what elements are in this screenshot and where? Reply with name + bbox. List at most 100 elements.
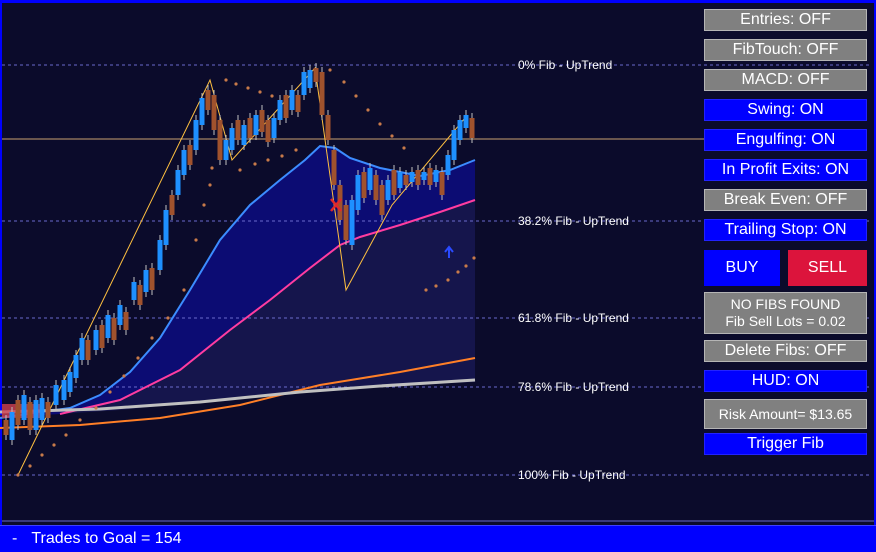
candle-body <box>199 98 205 125</box>
psar-dot <box>122 374 126 378</box>
candle-body <box>283 95 289 118</box>
candle-body <box>271 118 277 138</box>
candle-body <box>403 175 409 185</box>
psar-dot <box>280 154 284 158</box>
break-even-toggle-button[interactable]: Break Even: OFF <box>704 189 867 211</box>
candle-body <box>187 145 193 165</box>
candle-body <box>361 172 367 198</box>
hud-toggle-button[interactable]: HUD: ON <box>704 370 867 392</box>
psar-dot <box>366 108 370 112</box>
candle-body <box>301 72 307 95</box>
candle-body <box>3 420 9 435</box>
candle-body <box>149 268 155 290</box>
candle-body <box>397 172 403 188</box>
candle-body <box>217 120 223 160</box>
candle-body <box>367 168 373 190</box>
candle-body <box>373 175 379 200</box>
psar-dot <box>402 146 406 150</box>
trigger-fib-button[interactable]: Trigger Fib <box>704 433 867 455</box>
delete-fibs-toggle-button[interactable]: Delete Fibs: OFF <box>704 340 867 362</box>
fib-status-text: NO FIBS FOUND <box>730 296 841 312</box>
fib-label-0: 0% Fib - UpTrend <box>518 58 613 72</box>
swing-toggle-button[interactable]: Swing: ON <box>704 99 867 121</box>
candle-body <box>131 282 137 300</box>
psar-dot <box>234 82 238 86</box>
candle-body <box>349 200 355 245</box>
candle-body <box>313 68 319 82</box>
sell-signal-x-icon <box>330 198 342 212</box>
psar-dot <box>258 90 262 94</box>
sell-button[interactable]: SELL <box>788 250 867 286</box>
candle-body <box>15 400 21 425</box>
psar-dot <box>246 86 250 90</box>
candle-body <box>421 172 427 180</box>
candle-body <box>253 115 259 135</box>
psar-dot <box>108 390 112 394</box>
psar-dot <box>378 122 382 126</box>
candle-body <box>445 155 451 175</box>
long-ma-line <box>0 378 476 414</box>
psar-dot <box>136 356 140 360</box>
buy-button[interactable]: BUY <box>704 250 780 286</box>
trailing-stop-toggle-button[interactable]: Trailing Stop: ON <box>704 219 867 241</box>
candle-body <box>265 120 271 142</box>
candle-body <box>169 195 175 215</box>
psar-dot <box>472 256 476 260</box>
candle-body <box>73 355 79 378</box>
fib-label-78-6: 78.6% Fib - UpTrend <box>518 380 629 394</box>
candle-body <box>331 150 337 185</box>
candle-body <box>391 170 397 195</box>
engulfing-toggle-button[interactable]: Engulfing: ON <box>704 129 867 151</box>
candle-body <box>105 315 111 338</box>
candle-body <box>469 118 475 138</box>
candle-body <box>111 318 117 340</box>
window-right-border <box>874 0 876 552</box>
candle-body <box>337 185 343 220</box>
psar-dot <box>456 270 460 274</box>
psar-dot <box>270 94 274 98</box>
candle-body <box>143 270 149 292</box>
psar-dot <box>224 78 228 82</box>
psar-dot <box>16 473 20 477</box>
candle-body <box>385 180 391 200</box>
fast-ma-line <box>0 144 476 419</box>
psar-dot <box>28 464 32 468</box>
candle-body <box>457 120 463 140</box>
psar-dot <box>434 284 438 288</box>
psar-dot <box>210 166 214 170</box>
candle-body <box>61 380 67 400</box>
risk-amount-display: Risk Amount= $13.65 <box>704 399 867 429</box>
candle-body <box>427 168 433 185</box>
candle-body <box>53 385 59 405</box>
in-profit-exits-toggle-button[interactable]: In Profit Exits: ON <box>704 159 867 181</box>
candle-body <box>325 115 331 140</box>
candle-body <box>79 338 85 360</box>
candle-body <box>463 115 469 128</box>
slow-ma-line <box>0 357 476 429</box>
candle-body <box>241 125 247 145</box>
psar-dot <box>166 316 170 320</box>
candle-body <box>295 95 301 112</box>
candle-body <box>235 120 241 140</box>
candle-body <box>45 402 51 418</box>
fib-label-100: 100% Fib - UpTrend <box>518 468 626 482</box>
candle-body <box>67 372 73 392</box>
psar-dot <box>464 264 468 268</box>
fibtouch-toggle-button[interactable]: FibTouch: OFF <box>704 39 867 61</box>
candle-body <box>211 95 217 130</box>
candle-body <box>39 398 45 420</box>
psar-dot <box>194 238 198 242</box>
window-top-border <box>0 0 876 3</box>
candle-body <box>409 172 415 182</box>
entries-toggle-button[interactable]: Entries: OFF <box>704 9 867 31</box>
psar-dot <box>150 336 154 340</box>
candle-body <box>175 170 181 195</box>
candle-body <box>355 175 361 210</box>
fib-label-61-8: 61.8% Fib - UpTrend <box>518 311 629 325</box>
candle-body <box>33 400 39 430</box>
macd-toggle-button[interactable]: MACD: OFF <box>704 69 867 91</box>
candle-body <box>85 340 91 360</box>
candle-body <box>415 170 421 185</box>
psar-dot <box>40 453 44 457</box>
